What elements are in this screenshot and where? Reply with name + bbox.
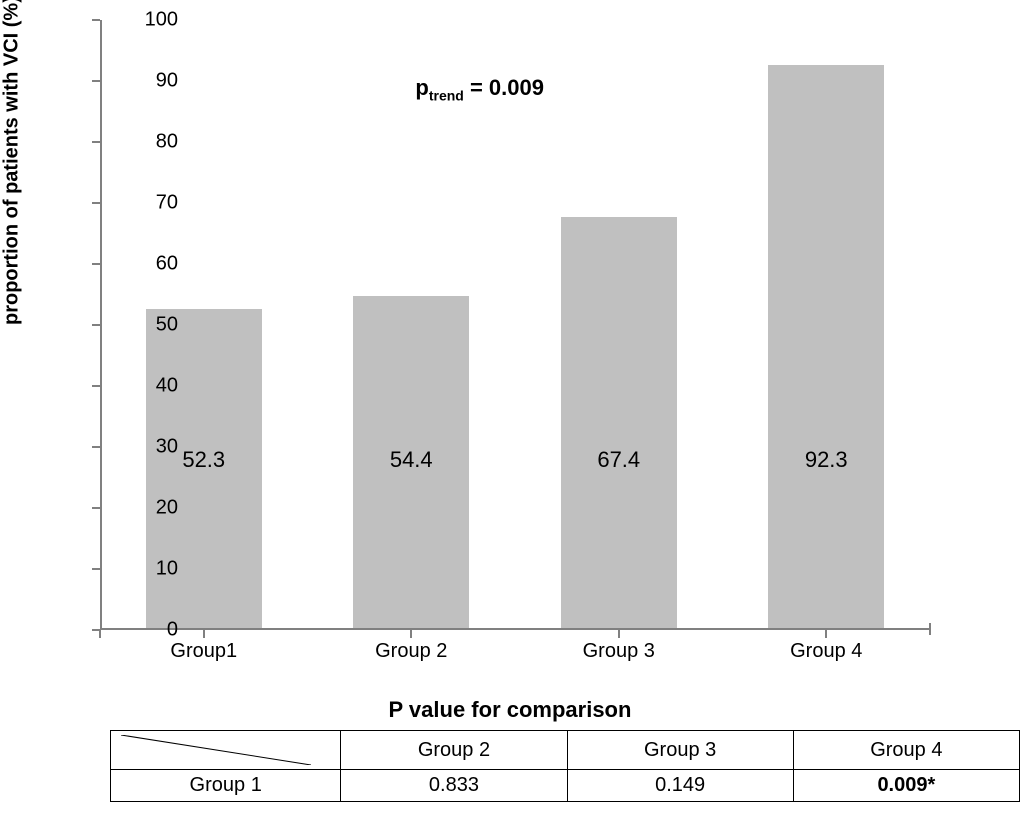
y-tick: [92, 385, 100, 387]
trend-annotation: ptrend = 0.009: [415, 75, 544, 103]
x-tick: [99, 630, 101, 638]
y-tick: [92, 263, 100, 265]
x-tick: [410, 630, 412, 638]
pvalue-table: Group 2 Group 3 Group 4 Group 1 0.833 0.…: [110, 730, 1020, 802]
y-tick-label: 70: [118, 192, 178, 215]
table-cell: 0.009*: [793, 770, 1019, 802]
diagonal-line-icon: [121, 735, 311, 765]
y-tick-label: 20: [118, 497, 178, 520]
table-col-header: Group 2: [341, 731, 567, 770]
x-tick-label: Group 3: [529, 640, 709, 663]
y-tick: [92, 202, 100, 204]
table-header-diagonal-cell: [111, 731, 341, 770]
y-tick: [92, 507, 100, 509]
table-col-header: Group 4: [793, 731, 1019, 770]
table-cell: 0.833: [341, 770, 567, 802]
plot-area: 52.354.467.492.3 ptrend = 0.009: [100, 20, 930, 630]
y-tick: [92, 19, 100, 21]
bar-value-label: 54.4: [351, 447, 471, 473]
bar: [561, 217, 677, 628]
y-tick: [92, 80, 100, 82]
figure-stage: proportion of patients with VCI (%) 52.3…: [0, 0, 1020, 822]
y-tick-label: 10: [118, 558, 178, 581]
x-axis-line: [100, 628, 930, 630]
table-col-header: Group 3: [567, 731, 793, 770]
diagonal-cell-content: [121, 735, 311, 765]
y-tick-label: 30: [118, 436, 178, 459]
bar-value-label: 92.3: [766, 447, 886, 473]
x-tick-label: Group1: [114, 640, 294, 663]
table-row-header: Group 1: [111, 770, 341, 802]
y-tick-label: 0: [118, 619, 178, 642]
y-tick-label: 50: [118, 314, 178, 337]
table-title: P value for comparison: [0, 697, 1020, 723]
y-tick-label: 60: [118, 253, 178, 276]
x-tick-label: Group 4: [736, 640, 916, 663]
annotation-prefix: p: [415, 75, 428, 100]
x-tick: [618, 630, 620, 638]
table-header-row: Group 2 Group 3 Group 4: [111, 731, 1020, 770]
y-tick-label: 100: [118, 9, 178, 32]
y-axis-title: proportion of patients with VCI (%): [1, 0, 24, 325]
y-tick: [92, 568, 100, 570]
y-tick-label: 80: [118, 131, 178, 154]
y-axis-line: [100, 20, 102, 630]
bar: [768, 65, 884, 628]
y-tick-label: 40: [118, 375, 178, 398]
x-tick: [203, 630, 205, 638]
x-tick-label: Group 2: [321, 640, 501, 663]
y-tick: [92, 446, 100, 448]
annotation-subscript: trend: [429, 87, 464, 103]
y-tick: [92, 324, 100, 326]
y-tick-label: 90: [118, 70, 178, 93]
bar-value-label: 67.4: [559, 447, 679, 473]
y-tick: [92, 141, 100, 143]
x-tick: [825, 630, 827, 638]
annotation-rest: = 0.009: [464, 75, 544, 100]
table-row: Group 1 0.833 0.149 0.009*: [111, 770, 1020, 802]
table-cell: 0.149: [567, 770, 793, 802]
